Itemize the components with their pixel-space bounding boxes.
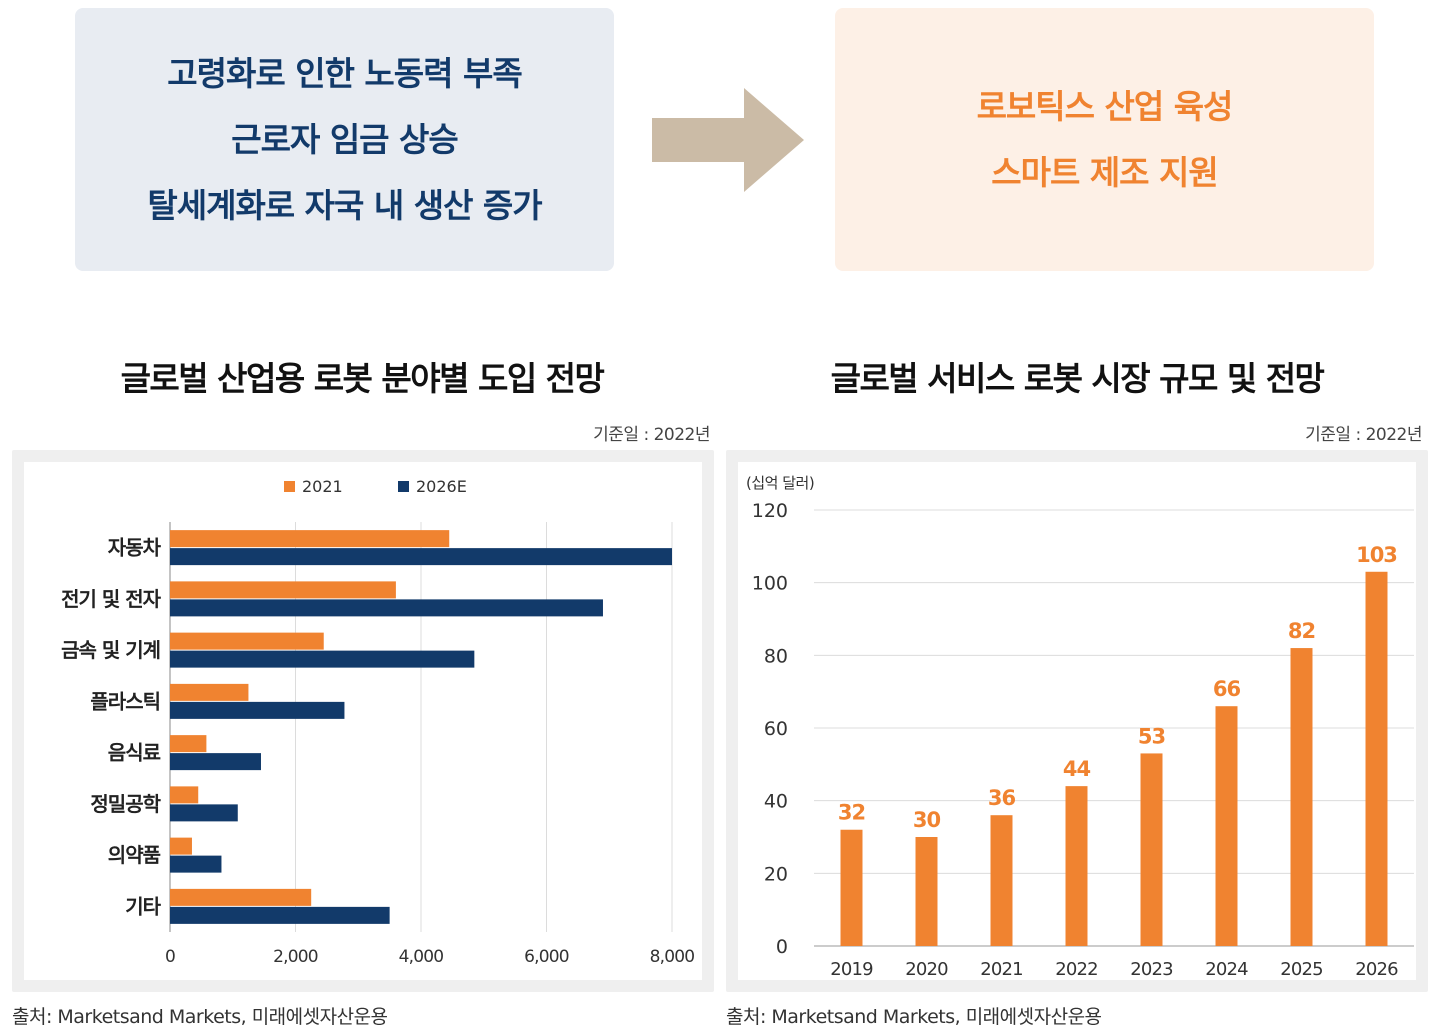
x-tick-label: 6,000 xyxy=(524,947,569,967)
y-tick-label: 40 xyxy=(764,791,788,813)
y-tick-label: 100 xyxy=(752,573,788,595)
category-label: 자동차 xyxy=(108,536,162,560)
bar-2020 xyxy=(915,837,938,946)
data-label-2023: 53 xyxy=(1138,724,1165,748)
industrial-chart-base-date: 기준일 : 2022년 xyxy=(593,425,710,445)
cause-line-3: 탈세계화로 자국 내 생산 증가 xyxy=(147,185,542,225)
data-label-2021: 36 xyxy=(988,786,1016,810)
bar-2026E-0 xyxy=(170,548,672,566)
x-tick-label: 2023 xyxy=(1130,959,1173,980)
cause-box: 고령화로 인한 노동력 부족 근로자 임금 상승 탈세계화로 자국 내 생산 증… xyxy=(75,8,614,271)
bar-2026E-6 xyxy=(170,855,222,873)
bar-2022 xyxy=(1065,786,1088,946)
bar-2021-2 xyxy=(170,632,324,650)
data-label-2022: 44 xyxy=(1063,757,1091,781)
result-box: 로보틱스 산업 육성 스마트 제조 지원 xyxy=(835,8,1374,271)
y-tick-label: 20 xyxy=(764,863,788,885)
cause-line-1: 고령화로 인한 노동력 부족 xyxy=(167,53,522,93)
x-tick-label: 2,000 xyxy=(273,947,318,967)
x-tick-label: 2024 xyxy=(1205,959,1248,980)
y-unit-label: (십억 달러) xyxy=(746,474,814,492)
service-chart-base-date: 기준일 : 2022년 xyxy=(1305,425,1422,445)
legend-label-2026E: 2026E xyxy=(416,477,467,496)
service-robot-chart-title: 글로벌 서비스 로봇 시장 규모 및 전망 xyxy=(830,359,1325,398)
bar-2026E-7 xyxy=(170,906,390,924)
x-tick-label: 0 xyxy=(165,947,175,967)
legend-swatch-2021 xyxy=(284,481,295,492)
industrial-chart-source: 출처: Marketsand Markets, 미래에셋자산운용 xyxy=(12,1006,388,1028)
bar-2019 xyxy=(840,829,863,946)
bar-2021-6 xyxy=(170,837,192,855)
category-label: 의약품 xyxy=(108,843,161,867)
bar-2026E-4 xyxy=(170,753,261,771)
result-line-2: 스마트 제조 지원 xyxy=(991,152,1218,192)
bar-2026 xyxy=(1365,571,1388,946)
result-line-1: 로보틱스 산업 육성 xyxy=(976,86,1234,126)
bar-2026E-1 xyxy=(170,599,603,617)
category-label: 플라스틱 xyxy=(90,689,160,713)
x-tick-label: 2019 xyxy=(830,959,873,980)
legend-swatch-2026E xyxy=(398,481,409,492)
bar-2021-7 xyxy=(170,888,312,906)
service-robot-bar-chart: (십억 달러) 0 20 40 60 80 100 120 32 2019 30 2020 36 2021… xyxy=(746,474,1414,980)
bar-2026E-3 xyxy=(170,701,345,719)
data-label-2020: 30 xyxy=(913,808,941,832)
service-robot-chart-panel: (십억 달러) 0 20 40 60 80 100 120 32 2019 30 2020 36 2021… xyxy=(726,450,1428,992)
category-label: 금속 및 기계 xyxy=(61,638,160,662)
bar-2025 xyxy=(1290,648,1313,946)
data-label-2019: 32 xyxy=(838,801,865,825)
x-tick-label: 2020 xyxy=(905,959,948,980)
bar-2024 xyxy=(1215,706,1238,946)
bar-2021-4 xyxy=(170,735,207,753)
y-tick-label: 60 xyxy=(764,718,788,740)
x-tick-label: 4,000 xyxy=(399,947,444,967)
right-arrow-icon xyxy=(652,88,804,192)
cause-line-2: 근로자 임금 상승 xyxy=(231,119,458,159)
data-label-2024: 66 xyxy=(1213,677,1241,701)
data-label-2026: 103 xyxy=(1356,543,1397,567)
service-chart-source: 출처: Marketsand Markets, 미래에셋자산운용 xyxy=(726,1006,1102,1028)
x-tick-label: 8,000 xyxy=(650,947,695,967)
bar-2021 xyxy=(990,815,1013,946)
category-label: 정밀공학 xyxy=(90,792,161,816)
category-label: 음식료 xyxy=(108,741,161,765)
y-tick-label: 80 xyxy=(764,645,788,667)
category-label: 기타 xyxy=(125,894,161,918)
legend-label-2021: 2021 xyxy=(302,477,343,496)
bar-2026E-2 xyxy=(170,650,475,668)
data-label-2025: 82 xyxy=(1288,619,1315,643)
y-tick-label: 120 xyxy=(752,500,788,522)
x-tick-label: 2021 xyxy=(980,959,1023,980)
industrial-robot-chart-title: 글로벌 산업용 로봇 분야별 도입 전망 xyxy=(120,359,605,398)
x-tick-label: 2025 xyxy=(1280,959,1323,980)
bar-2021-5 xyxy=(170,786,199,804)
bar-2021-0 xyxy=(170,530,450,548)
bar-2026E-5 xyxy=(170,804,238,822)
y-tick-label: 0 xyxy=(776,936,788,958)
x-tick-label: 2022 xyxy=(1055,959,1098,980)
bar-2021-3 xyxy=(170,683,249,701)
bar-2021-1 xyxy=(170,581,396,599)
x-tick-label: 2026 xyxy=(1355,959,1398,980)
bar-2023 xyxy=(1140,753,1163,946)
category-label: 전기 및 전자 xyxy=(61,587,162,611)
